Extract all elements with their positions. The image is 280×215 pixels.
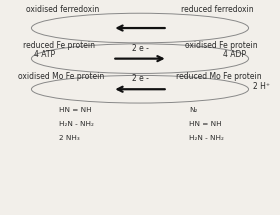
Text: 2 e -: 2 e -	[132, 74, 148, 83]
Text: H₂N - NH₂: H₂N - NH₂	[189, 135, 224, 141]
Text: oxidised ferredoxin: oxidised ferredoxin	[26, 5, 100, 14]
Text: 2 H⁺: 2 H⁺	[253, 82, 270, 91]
Text: 2 e -: 2 e -	[132, 44, 148, 53]
Text: oxidised Mo Fe protein: oxidised Mo Fe protein	[18, 72, 104, 81]
Text: 4 ADP: 4 ADP	[223, 50, 246, 59]
Text: 2 NH₃: 2 NH₃	[59, 135, 80, 141]
Text: HN = NH: HN = NH	[59, 107, 92, 113]
Text: HN = NH: HN = NH	[189, 121, 222, 127]
Text: reduced Mo Fe protein: reduced Mo Fe protein	[176, 72, 262, 81]
Text: 4 ATP: 4 ATP	[34, 50, 55, 59]
Text: reduced Fe protein: reduced Fe protein	[23, 41, 95, 50]
Text: N₂: N₂	[189, 107, 198, 113]
Text: reduced ferredoxin: reduced ferredoxin	[181, 5, 253, 14]
Text: H₂N - NH₂: H₂N - NH₂	[59, 121, 94, 127]
Text: oxidised Fe protein: oxidised Fe protein	[185, 41, 257, 50]
